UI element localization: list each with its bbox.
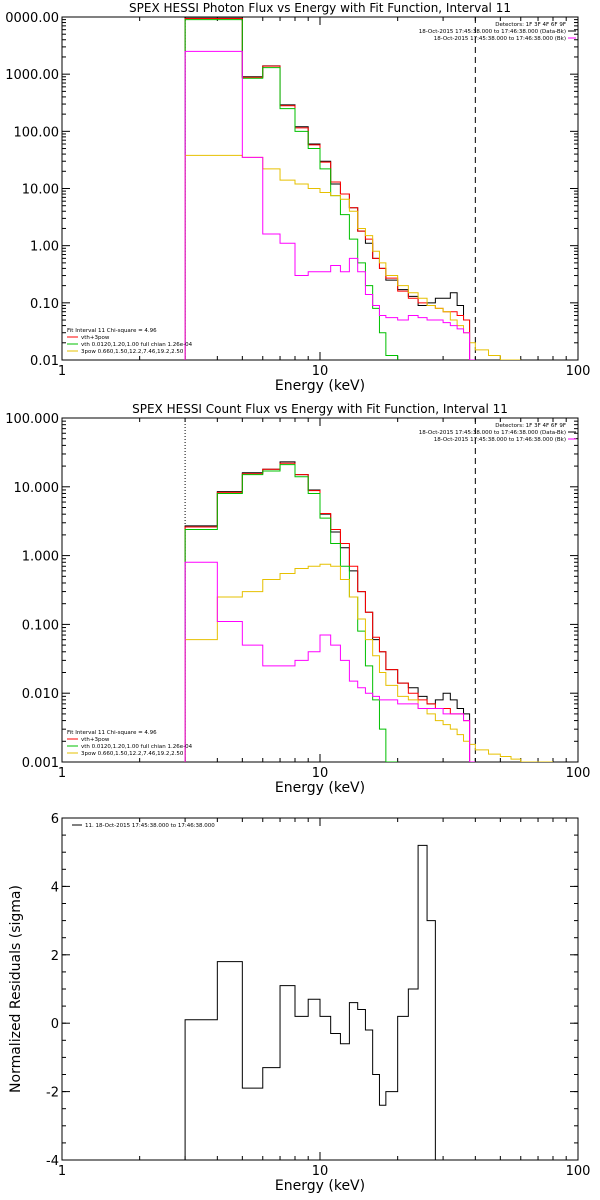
legend-text: 18-Oct-2015 17:45:38.000 to 17:46:38.000… bbox=[434, 437, 566, 443]
y-tick-label: 0.001 bbox=[22, 756, 59, 771]
series-line-2 bbox=[184, 464, 398, 762]
series-group bbox=[184, 461, 553, 762]
x-axis-label: Energy (keV) bbox=[275, 780, 365, 796]
y-tick-label: -4 bbox=[46, 1154, 59, 1169]
y-tick-label: 10.00 bbox=[22, 183, 59, 198]
x-tick-label: 1 bbox=[58, 1164, 66, 1179]
series-line-1 bbox=[184, 18, 471, 360]
series-line-3 bbox=[184, 563, 553, 762]
count-flux-panel: SPEX HESSI Count Flux vs Energy with Fit… bbox=[5, 402, 590, 796]
x-tick-label: 10 bbox=[312, 766, 329, 781]
y-tick-label: 1.00 bbox=[30, 240, 59, 255]
series-line-4 bbox=[184, 561, 476, 762]
legend-text: 11. 18-Oct-2015 17:45:38.000 to 17:46:38… bbox=[85, 823, 215, 829]
legend-text: Fit Interval 11 Chi-square = 4.96 bbox=[67, 328, 157, 334]
legend-text: vth+3pow bbox=[81, 335, 110, 341]
x-tick-label: 1 bbox=[58, 364, 66, 379]
legend-text: 18-Oct-2015 17:45:38.000 to 17:46:38.000… bbox=[419, 430, 566, 436]
y-tick-label: 1.000 bbox=[22, 550, 59, 565]
legend-text: vth 0.0120,1.20,1.00 full chian 1.26e-04 bbox=[81, 744, 193, 750]
series-line-0 bbox=[184, 844, 476, 1160]
y-tick-label: 0.100 bbox=[22, 618, 59, 633]
y-tick-label: 0000.00 bbox=[5, 11, 59, 26]
legend-text: 18-Oct-2015 17:45:38.000 to 17:46:38.000… bbox=[434, 36, 566, 42]
x-tick-label: 1 bbox=[58, 766, 66, 781]
x-tick-label: 100 bbox=[566, 364, 591, 379]
y-tick-label: 0.10 bbox=[30, 297, 59, 312]
y-tick-label: 6 bbox=[51, 812, 59, 827]
y-tick-label: 1000.00 bbox=[5, 68, 59, 83]
legend-text: 3pow 0.660,1.50,12.2,7.46,19.2,2.50 bbox=[81, 751, 184, 757]
series-group bbox=[184, 844, 476, 1160]
plot-frame bbox=[61, 817, 579, 1161]
y-tick-label: 4 bbox=[51, 880, 59, 895]
y-tick-label: -2 bbox=[46, 1086, 59, 1101]
legend-text: Detectors: 1F 3F 4F 6F 9F bbox=[495, 22, 566, 28]
series-line-0 bbox=[184, 17, 471, 360]
series-group bbox=[184, 17, 521, 360]
legend-text: vth 0.0120,1.20,1.00 full chian 1.26e-04 bbox=[81, 342, 193, 348]
x-axis-label: Energy (keV) bbox=[275, 378, 365, 394]
x-tick-label: 10 bbox=[312, 1164, 329, 1179]
legend-text: 3pow 0.660,1.50,12.2,7.46,19.2,2.50 bbox=[81, 349, 184, 355]
series-line-4 bbox=[184, 50, 476, 360]
legend-text: vth+3pow bbox=[81, 737, 110, 743]
chart-title: SPEX HESSI Photon Flux vs Energy with Fi… bbox=[129, 1, 511, 15]
x-axis-label: Energy (keV) bbox=[275, 1178, 365, 1194]
chart-title: SPEX HESSI Count Flux vs Energy with Fit… bbox=[132, 402, 508, 416]
y-tick-label: 10.000 bbox=[14, 481, 60, 496]
x-tick-label: 100 bbox=[566, 1164, 591, 1179]
y-tick-label: 2 bbox=[51, 949, 59, 964]
y-tick-label: 100.00 bbox=[14, 125, 60, 140]
y-axis-label: Normalized Residuals (sigma) bbox=[8, 885, 24, 1093]
legend-text: Detectors: 1F 3F 4F 6F 9F bbox=[495, 423, 566, 429]
series-line-0 bbox=[184, 461, 471, 762]
residuals-panel: 1 10 100 Energy (keV) -4 -2 0 2 4 6 Normalized Res… bbox=[8, 812, 590, 1194]
x-tick-label: 100 bbox=[566, 766, 591, 781]
y-tick-label: 0.010 bbox=[22, 687, 59, 702]
series-line-3 bbox=[184, 154, 521, 360]
x-tick-label: 10 bbox=[312, 364, 329, 379]
plot-frame bbox=[61, 417, 579, 763]
y-tick-label: 100.000 bbox=[5, 412, 59, 427]
legend-text: 18-Oct-2015 17:45:38.000 to 17:46:38.000… bbox=[419, 29, 566, 35]
y-tick-label: 0.01 bbox=[30, 354, 59, 369]
photon-flux-panel: SPEX HESSI Photon Flux vs Energy with Fi… bbox=[5, 1, 590, 394]
series-line-2 bbox=[184, 19, 399, 360]
series-line-1 bbox=[184, 462, 471, 762]
legend-text: Fit Interval 11 Chi-square = 4.96 bbox=[67, 730, 157, 736]
y-tick-label: 0 bbox=[51, 1017, 59, 1032]
